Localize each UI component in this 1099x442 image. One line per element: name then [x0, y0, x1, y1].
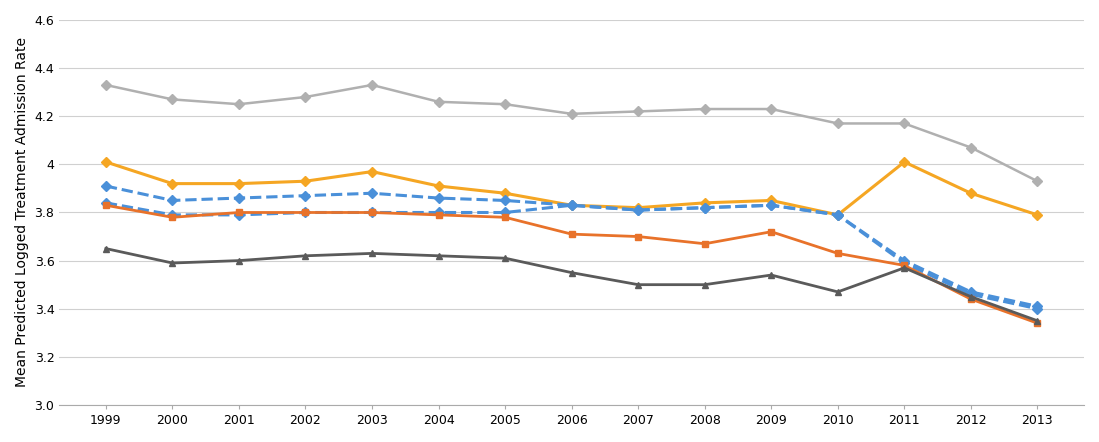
Y-axis label: Mean Predicted Logged Treatment Admission Rate: Mean Predicted Logged Treatment Admissio…	[15, 38, 29, 388]
